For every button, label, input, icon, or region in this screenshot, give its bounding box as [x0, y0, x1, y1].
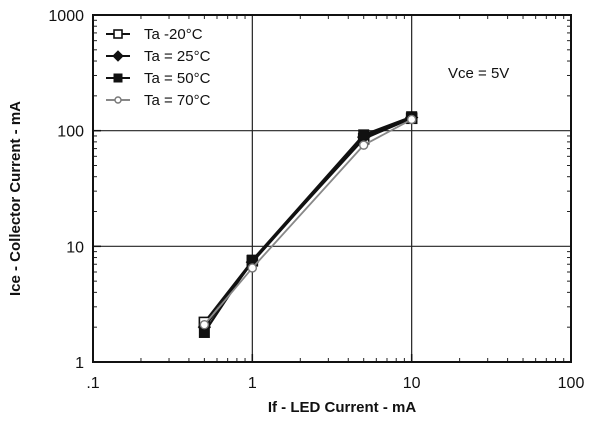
y-tick-label: 1	[75, 355, 84, 372]
legend-label: Ta -20°C	[144, 26, 203, 43]
legend-item: Ta = 25°C	[106, 48, 211, 65]
y-tick-label: 100	[57, 124, 84, 141]
data-point	[358, 129, 370, 141]
x-tick-label: 10	[403, 375, 421, 392]
legend: Ta -20°C Ta = 25°C Ta = 50°C Ta = 70°C	[106, 26, 211, 109]
data-point	[199, 320, 210, 330]
legend-label: Ta = 25°C	[144, 48, 211, 65]
plot-frame	[92, 14, 572, 363]
data-point	[247, 263, 258, 273]
x-axis-title: If - LED Current - mA	[268, 399, 416, 416]
series-4	[199, 114, 417, 330]
legend-item: Ta = 70°C	[106, 92, 211, 109]
data-point	[112, 50, 124, 62]
y-axis-title: Ice - Collector Current - mA	[7, 101, 24, 296]
series-line	[203, 118, 413, 326]
x-tick-label: 1	[248, 375, 257, 392]
y-tick-label: 1000	[48, 8, 84, 25]
data-point	[114, 96, 122, 104]
legend-item: Ta = 50°C	[106, 70, 211, 87]
data-point	[406, 114, 417, 125]
grid	[93, 15, 571, 362]
vce-annotation: Vce = 5V	[448, 65, 509, 82]
y-tick-label: 10	[66, 239, 84, 256]
x-tick-label: 100	[558, 375, 585, 392]
legend-item: Ta -20°C	[106, 26, 203, 43]
x-tick-label: .1	[86, 375, 99, 392]
data-point	[359, 140, 369, 150]
data-point	[113, 29, 123, 39]
series-layer	[197, 110, 419, 338]
legend-label: Ta = 50°C	[144, 70, 211, 87]
legend-label: Ta = 70°C	[144, 92, 211, 109]
data-point	[113, 73, 123, 83]
